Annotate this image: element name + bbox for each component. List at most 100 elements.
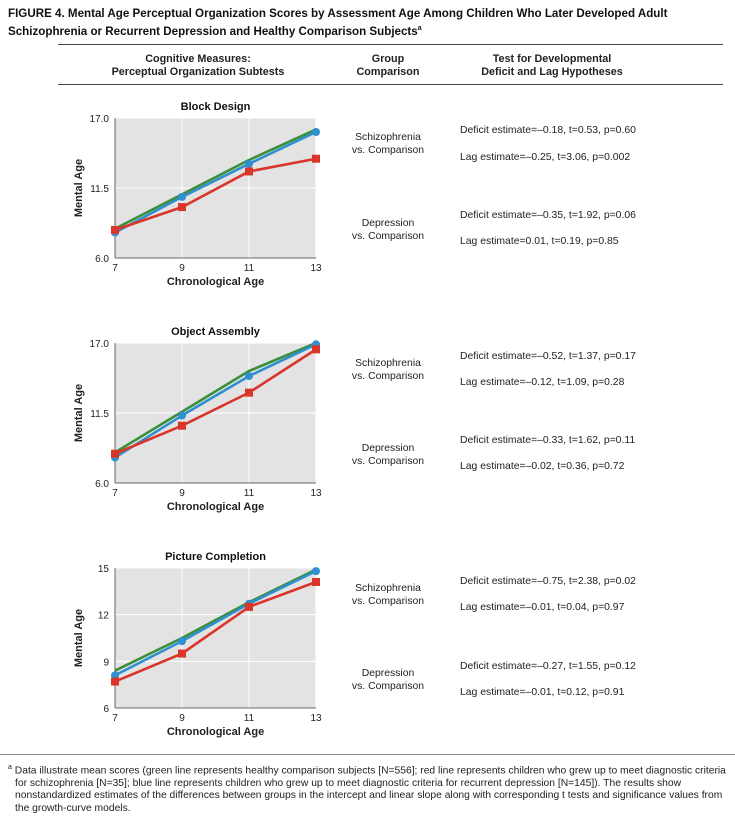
group-label-line2: vs. Comparison <box>351 371 425 382</box>
data-point-schizophrenia <box>245 388 253 397</box>
data-point-depression <box>111 671 119 680</box>
group-label-depression: Depression vs. Comparison <box>333 217 443 243</box>
series-line-comparison <box>114 341 317 454</box>
chart-svg-block-design: Block Design 6.0 11.5 17.0 7 9 11 13 Chronologic… <box>73 101 322 288</box>
series-line-schizophrenia <box>114 348 317 455</box>
x-axis-label: Chronological Age <box>167 276 264 288</box>
x-axis-label: Chronological Age <box>167 726 264 738</box>
data-point-depression <box>178 411 186 420</box>
lag-estimate: Lag estimate=–0.01, t=0.12, p=0.91 <box>460 687 625 698</box>
header-group-comparison: Group Comparison <box>338 53 438 79</box>
y-axis-label: Mental Age <box>73 384 85 442</box>
deficit-estimate: Deficit estimate=–0.35, t=1.92, p=0.06 <box>460 210 636 221</box>
lag-estimate: Lag estimate=–0.01, t=0.04, p=0.97 <box>460 602 625 613</box>
lag-estimate: Lag estimate=–0.25, t=3.06, p=0.002 <box>460 152 631 163</box>
data-point-schizophrenia <box>111 226 119 234</box>
data-point-depression <box>312 128 320 136</box>
data-point-schizophrenia <box>178 649 186 658</box>
header-bottom-rule <box>58 84 723 85</box>
deficit-estimate: Deficit estimate=–0.27, t=1.55, p=0.12 <box>460 661 636 672</box>
lag-estimate: Lag estimate=0.01, t=0.19, p=0.85 <box>460 236 619 247</box>
lag-estimate: Lag estimate=–0.12, t=1.09, p=0.28 <box>460 377 625 388</box>
footnote-rule <box>0 754 735 755</box>
series-line-schizophrenia <box>114 580 317 683</box>
y-tick-label: 17.0 <box>90 114 110 125</box>
group-label-line1: Schizophrenia <box>355 583 421 594</box>
lag-estimate: Lag estimate=–0.02, t=0.36, p=0.72 <box>460 461 625 472</box>
group-label-line1: Schizophrenia <box>355 358 421 369</box>
data-point-schizophrenia <box>178 421 186 430</box>
y-tick-label: 17.0 <box>90 339 110 350</box>
group-label-line2: vs. Comparison <box>351 596 425 607</box>
footnote-text: Data illustrate mean scores (green line … <box>14 765 726 814</box>
x-tick-label: 13 <box>310 713 322 724</box>
series-line-depression <box>114 569 317 677</box>
chart-svg-object-assembly: Object Assembly 6.0 11.5 17.0 7 9 11 13 Chronolo… <box>73 326 322 513</box>
group-label-line1: Depression <box>361 218 415 229</box>
header-col2-line2: Comparison <box>356 66 420 78</box>
group-label-line1: Depression <box>361 668 415 679</box>
x-tick-label: 13 <box>310 263 322 274</box>
chart-title: Object Assembly <box>171 326 261 338</box>
chart-title: Block Design <box>181 101 251 113</box>
chart-object-assembly: Object Assembly 6.0 11.5 17.0 7 9 11 13 Chronolo… <box>68 323 328 513</box>
series-line-depression <box>114 130 317 234</box>
y-tick-label: 11.5 <box>90 184 109 195</box>
chart-picture-completion: Picture Completion 6 9 12 15 7 9 11 13 Chronologi… <box>68 548 328 738</box>
header-col1-line2: Perceptual Organization Subtests <box>111 66 285 78</box>
x-tick-label: 11 <box>244 713 255 724</box>
data-point-depression <box>245 159 253 168</box>
x-axis-label: Chronological Age <box>167 501 264 513</box>
x-tick-label: 7 <box>112 713 118 724</box>
y-tick-label: 12 <box>98 611 110 622</box>
deficit-estimate: Deficit estimate=–0.52, t=1.37, p=0.17 <box>460 351 636 362</box>
chart-block-design: Block Design 6.0 11.5 17.0 7 9 11 13 Chronologic… <box>68 98 328 288</box>
footnote-mark: a <box>8 764 12 771</box>
deficit-estimate: Deficit estimate=–0.18, t=0.53, p=0.60 <box>460 125 636 136</box>
header-col3-line2: Deficit and Lag Hypotheses <box>481 66 623 78</box>
plot-area <box>115 568 316 708</box>
title-footnote-mark: a <box>417 25 422 32</box>
header-cognitive-measures: Cognitive Measures: Perceptual Organizat… <box>68 53 328 79</box>
series-line-depression <box>114 343 317 459</box>
data-point-depression <box>178 637 186 646</box>
y-tick-label: 6 <box>103 704 109 715</box>
x-tick-label: 9 <box>179 488 185 499</box>
series-line-comparison <box>114 128 317 230</box>
x-tick-label: 9 <box>179 263 185 274</box>
group-label-depression: Depression vs. Comparison <box>333 442 443 468</box>
figure-title: FIGURE 4. Mental Age Perceptual Organiza… <box>8 7 668 38</box>
group-label-line2: vs. Comparison <box>351 231 425 242</box>
data-point-schizophrenia <box>245 167 253 176</box>
header-col2-line1: Group <box>371 53 405 65</box>
data-point-depression <box>312 567 320 576</box>
y-axis-label: Mental Age <box>73 159 85 217</box>
x-tick-label: 11 <box>244 263 255 274</box>
deficit-estimate: Deficit estimate=–0.75, t=2.38, p=0.02 <box>460 576 636 587</box>
y-tick-label: 15 <box>98 564 110 575</box>
group-label-line2: vs. Comparison <box>351 145 425 156</box>
group-label-depression: Depression vs. Comparison <box>333 667 443 693</box>
x-tick-label: 13 <box>310 488 322 499</box>
y-tick-label: 6.0 <box>95 254 109 265</box>
data-point-schizophrenia <box>111 677 119 686</box>
header-col1-line1: Cognitive Measures: <box>145 53 251 65</box>
series-line-comparison <box>114 568 317 672</box>
y-tick-label: 9 <box>103 657 109 668</box>
deficit-estimate: Deficit estimate=–0.33, t=1.62, p=0.11 <box>460 435 636 446</box>
data-point-schizophrenia <box>312 578 320 586</box>
data-point-schizophrenia <box>178 203 186 212</box>
group-label-line1: Schizophrenia <box>355 132 421 143</box>
data-point-depression <box>178 192 186 201</box>
group-label-line1: Depression <box>361 443 415 454</box>
group-label-line2: vs. Comparison <box>351 681 425 692</box>
footnote: a Data illustrate mean scores (green lin… <box>8 762 730 815</box>
series-line-schizophrenia <box>114 157 317 232</box>
group-label-line2: vs. Comparison <box>351 456 425 467</box>
group-label-schizophrenia: Schizophrenia vs. Comparison <box>333 357 443 383</box>
header-col3-line1: Test for Developmental <box>492 53 612 65</box>
chart-svg-picture-completion: Picture Completion 6 9 12 15 7 9 11 13 Chronologi… <box>73 551 322 738</box>
data-point-schizophrenia <box>245 602 253 611</box>
data-point-depression <box>245 372 253 381</box>
x-tick-label: 11 <box>244 488 255 499</box>
